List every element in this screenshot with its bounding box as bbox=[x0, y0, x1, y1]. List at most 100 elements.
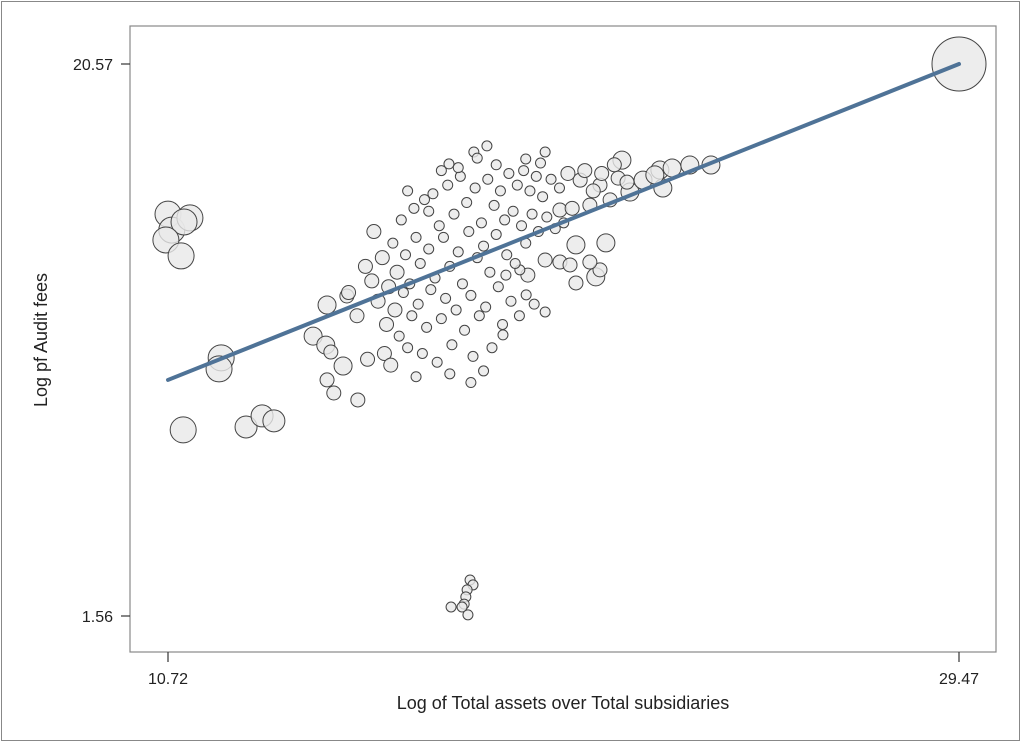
data-point-98 bbox=[442, 179, 454, 191]
data-point-35 bbox=[535, 157, 547, 169]
data-point-78 bbox=[400, 249, 412, 261]
data-point-121 bbox=[490, 228, 502, 240]
data-point-124 bbox=[497, 318, 509, 330]
data-point-8 bbox=[169, 416, 197, 444]
data-point-87 bbox=[418, 194, 430, 206]
data-point-96 bbox=[437, 231, 449, 243]
fit-line bbox=[166, 62, 961, 382]
data-point-59 bbox=[582, 254, 598, 270]
data-point-47 bbox=[552, 202, 568, 218]
data-point-82 bbox=[408, 202, 420, 214]
data-point-75 bbox=[393, 330, 405, 342]
data-point-90 bbox=[425, 284, 437, 296]
data-point-79 bbox=[402, 342, 414, 354]
data-point-58 bbox=[562, 257, 578, 273]
data-point-95 bbox=[435, 313, 447, 325]
data-point-26 bbox=[326, 385, 342, 401]
data-point-166 bbox=[402, 185, 414, 197]
data-point-66 bbox=[357, 258, 373, 274]
data-point-163 bbox=[478, 365, 490, 377]
x-axis-title: Log of Total assets over Total subsidiar… bbox=[397, 693, 730, 713]
data-point-161 bbox=[444, 368, 456, 380]
data-point-62 bbox=[520, 289, 532, 301]
data-point-20 bbox=[462, 609, 474, 621]
plot-area bbox=[129, 25, 997, 653]
data-point-126 bbox=[501, 249, 513, 261]
data-point-143 bbox=[545, 173, 557, 185]
data-point-113 bbox=[473, 310, 485, 322]
data-point-102 bbox=[450, 304, 462, 316]
data-point-108 bbox=[463, 226, 475, 238]
data-point-167 bbox=[452, 162, 464, 174]
data-point-27 bbox=[350, 392, 366, 408]
data-point-76 bbox=[395, 214, 407, 226]
data-point-119 bbox=[486, 342, 498, 354]
data-point-33 bbox=[443, 158, 455, 170]
data-point-74 bbox=[389, 264, 405, 280]
data-point-154 bbox=[366, 224, 382, 240]
data-point-160 bbox=[410, 371, 422, 383]
data-point-156 bbox=[341, 285, 357, 301]
data-point-142 bbox=[541, 211, 553, 223]
data-point-64 bbox=[500, 269, 512, 281]
data-point-138 bbox=[528, 298, 540, 310]
data-point-9 bbox=[234, 415, 258, 439]
data-point-32 bbox=[471, 152, 483, 164]
x-tick-label-right: 29.47 bbox=[939, 671, 979, 688]
data-point-141 bbox=[537, 191, 549, 203]
data-point-94 bbox=[433, 220, 445, 232]
data-point-134 bbox=[518, 165, 530, 177]
data-point-54 bbox=[568, 275, 584, 291]
data-point-97 bbox=[440, 292, 452, 304]
data-point-137 bbox=[526, 208, 538, 220]
data-point-150 bbox=[585, 183, 601, 199]
data-point-29 bbox=[323, 344, 339, 360]
data-point-55 bbox=[592, 262, 608, 278]
data-point-164 bbox=[423, 205, 435, 217]
data-point-106 bbox=[459, 324, 471, 336]
data-point-51 bbox=[566, 235, 586, 255]
data-point-81 bbox=[406, 310, 418, 322]
data-point-30 bbox=[481, 140, 493, 152]
data-point-139 bbox=[530, 170, 542, 182]
data-point-149 bbox=[577, 163, 593, 179]
data-point-147 bbox=[560, 165, 576, 181]
y-tick-label-bottom: 1.56 bbox=[82, 609, 113, 626]
y-axis-title: Log pf Audit fees bbox=[31, 273, 51, 407]
data-point-127 bbox=[503, 167, 515, 179]
data-point-105 bbox=[456, 278, 468, 290]
data-point-115 bbox=[478, 240, 490, 252]
data-point-114 bbox=[475, 217, 487, 229]
data-point-128 bbox=[505, 295, 517, 307]
data-point-65 bbox=[497, 329, 509, 341]
data-point-117 bbox=[482, 173, 494, 185]
data-point-88 bbox=[421, 321, 433, 333]
data-point-100 bbox=[446, 339, 458, 351]
data-point-107 bbox=[461, 197, 473, 209]
data-point-52 bbox=[596, 233, 616, 253]
data-point-120 bbox=[488, 199, 500, 211]
data-point-131 bbox=[511, 179, 523, 191]
data-point-72 bbox=[387, 237, 399, 249]
data-point-151 bbox=[594, 165, 610, 181]
data-point-155 bbox=[349, 308, 365, 324]
data-point-159 bbox=[360, 351, 376, 367]
data-point-57 bbox=[537, 252, 553, 268]
data-point-19 bbox=[456, 601, 468, 613]
data-point-83 bbox=[410, 231, 422, 243]
data-point-110 bbox=[467, 350, 479, 362]
data-point-109 bbox=[465, 289, 477, 301]
data-point-67 bbox=[364, 273, 380, 289]
x-tick-label-left: 10.72 bbox=[148, 671, 188, 688]
data-point-122 bbox=[492, 281, 504, 293]
data-point-18 bbox=[445, 601, 457, 613]
y-tick-label-top: 20.57 bbox=[73, 57, 113, 74]
data-point-34 bbox=[539, 146, 551, 158]
data-point-145 bbox=[553, 182, 565, 194]
data-point-125 bbox=[499, 214, 511, 226]
data-point-11 bbox=[262, 409, 286, 433]
data-point-61 bbox=[539, 306, 551, 318]
data-point-130 bbox=[509, 257, 521, 269]
data-point-116 bbox=[480, 301, 492, 313]
